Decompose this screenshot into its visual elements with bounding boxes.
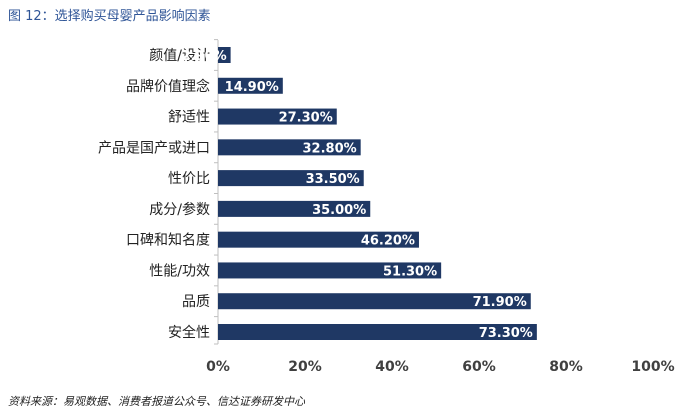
value-label: 71.90%: [473, 295, 527, 310]
value-label: 27.30%: [279, 111, 333, 126]
value-label: 46.20%: [361, 234, 415, 249]
value-label: 73.30%: [479, 326, 533, 341]
value-label: 35.00%: [312, 203, 366, 218]
value-label: 33.50%: [306, 172, 360, 187]
category-label: 产品是国产或进口: [98, 140, 210, 156]
bar: [218, 139, 361, 156]
x-tick-label: 20%: [288, 359, 322, 375]
category-label: 品牌价值理念: [126, 78, 210, 95]
bar: [218, 231, 419, 248]
category-label: 性能/功效: [149, 263, 210, 279]
category-label: 舒适性: [168, 110, 210, 126]
value-label: 32.80%: [303, 141, 357, 156]
x-tick-label: 100%: [631, 359, 674, 375]
category-label: 性价比: [168, 171, 210, 187]
value-label: 2.90%: [182, 49, 227, 64]
category-label: 口碑和知名度: [126, 232, 210, 249]
x-tick-label: 60%: [462, 359, 496, 375]
x-tick-label: 80%: [549, 359, 583, 375]
bar: [218, 170, 364, 187]
bar: [218, 324, 537, 340]
bar: [218, 108, 337, 125]
value-label: 14.90%: [225, 80, 279, 95]
category-label: 成分/参数: [149, 201, 210, 218]
category-label: 颜值/设计: [149, 48, 210, 64]
bar: [218, 77, 283, 94]
category-label: 品质: [182, 294, 210, 310]
value-label: 51.30%: [383, 264, 437, 279]
x-tick-label: 0%: [206, 359, 230, 375]
bar: [218, 262, 442, 279]
bar: [218, 47, 231, 63]
bar: [218, 200, 371, 217]
figure-title: 图 12：选择购买母婴产品影响因素: [8, 9, 211, 24]
category-label: 安全性: [168, 324, 210, 341]
figure-source-note: 资料来源：易观数据、消费者报道公众号、信达证券研发中心: [8, 395, 305, 408]
x-tick-label: 40%: [375, 359, 409, 375]
bar: [218, 293, 531, 310]
